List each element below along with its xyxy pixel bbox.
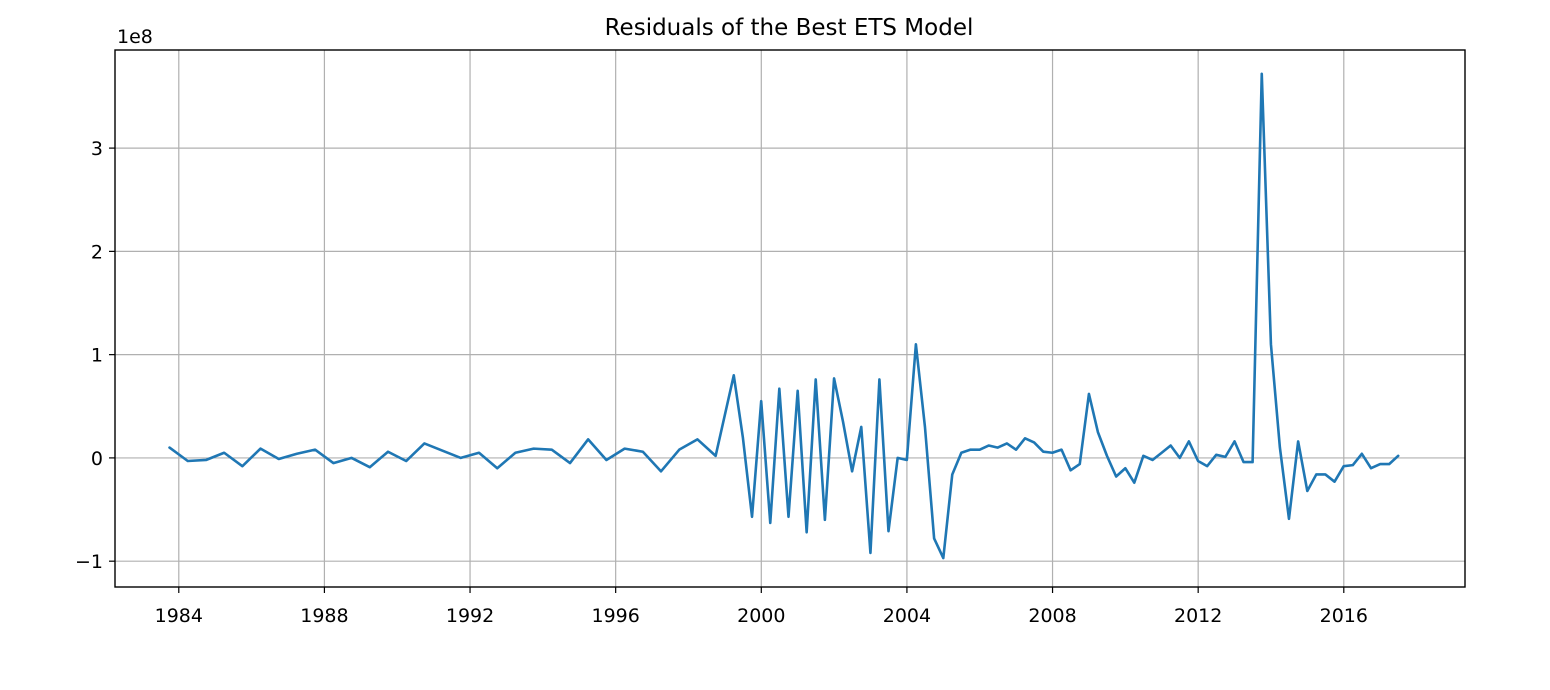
x-tick-label: 2016 <box>1320 605 1368 627</box>
grid <box>115 50 1465 587</box>
y-tick-label: −1 <box>75 551 103 573</box>
x-tick-label: 1996 <box>591 605 639 627</box>
y-tick-label: 3 <box>91 138 103 160</box>
x-tick-label: 2008 <box>1028 605 1076 627</box>
x-tick-label: 1988 <box>300 605 348 627</box>
x-tick-label: 1984 <box>155 605 203 627</box>
y-tick-label: 1 <box>91 345 103 367</box>
x-tick-label: 2012 <box>1174 605 1222 627</box>
y-tick-label: 2 <box>91 241 103 263</box>
x-tick-label: 2000 <box>737 605 785 627</box>
x-tick-label: 1992 <box>446 605 494 627</box>
series-layer <box>168 72 1400 560</box>
y-axis-offset-label: 1e8 <box>117 26 153 48</box>
plot-frame <box>114 49 1466 588</box>
ticks: 1984 1988 1992 1996 2000 2004 2008 2012 2016 −1 0 1… <box>75 138 1368 627</box>
x-tick-label: 2004 <box>883 605 931 627</box>
y-tick-label: 0 <box>91 448 103 470</box>
chart-title: Residuals of the Best ETS Model <box>605 15 974 41</box>
residuals-series-line <box>168 72 1400 560</box>
